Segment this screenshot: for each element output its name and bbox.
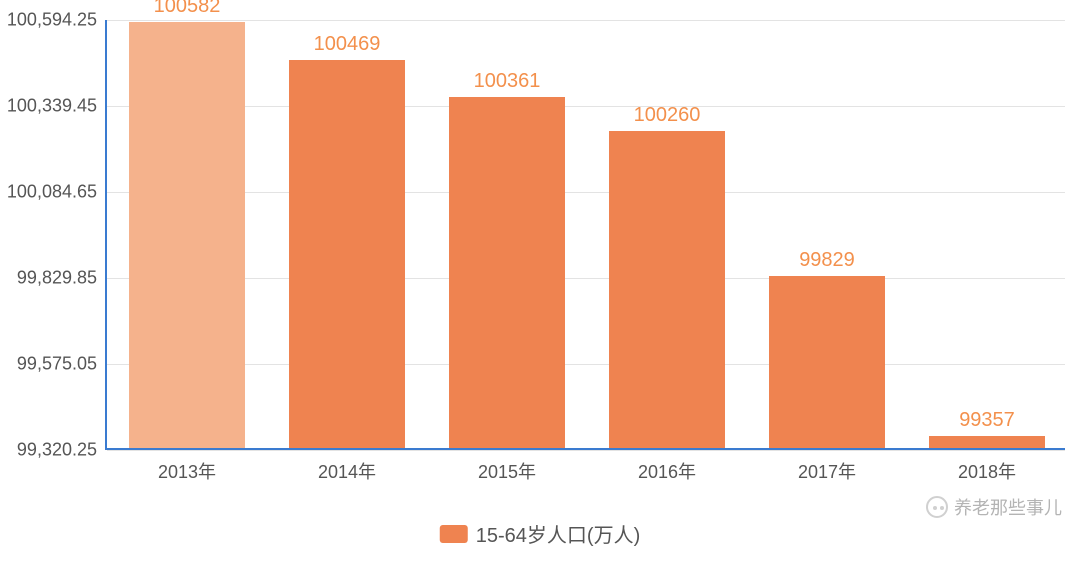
legend-swatch xyxy=(440,525,468,543)
y-tick-label: 100,594.25 xyxy=(7,10,107,31)
x-tick-label: 2016年 xyxy=(638,448,696,484)
wechat-icon xyxy=(926,496,948,518)
bar-value-label: 99357 xyxy=(959,409,1015,432)
bar-value-label: 100582 xyxy=(154,0,221,18)
x-tick-label: 2018年 xyxy=(958,448,1016,484)
gridline xyxy=(107,364,1065,365)
y-tick-label: 99,829.85 xyxy=(17,268,107,289)
bar-value-label: 99829 xyxy=(799,249,855,272)
gridline xyxy=(107,278,1065,279)
y-tick-label: 99,320.25 xyxy=(17,440,107,461)
bar xyxy=(609,131,724,448)
y-tick-label: 100,084.65 xyxy=(7,182,107,203)
gridline xyxy=(107,20,1065,21)
gridline xyxy=(107,450,1065,451)
y-tick-label: 99,575.05 xyxy=(17,354,107,375)
legend-label: 15-64岁人口(万人) xyxy=(476,519,640,548)
watermark: 养老那些事儿 xyxy=(926,494,1062,520)
bar-chart: 99,320.25 99,575.05 99,829.85 100,084.65 100… xyxy=(0,0,1080,562)
x-tick-label: 2013年 xyxy=(158,448,216,484)
bar xyxy=(929,436,1044,448)
x-tick-label: 2014年 xyxy=(318,448,376,484)
bar-value-label: 100469 xyxy=(314,33,381,56)
bar-value-label: 100361 xyxy=(474,70,541,93)
plot-area: 99,320.2599,575.0599,829.85100,084.65100… xyxy=(105,20,1065,450)
gridline xyxy=(107,192,1065,193)
bar xyxy=(769,276,884,448)
y-tick-label: 100,339.45 xyxy=(7,96,107,117)
legend: 15-64岁人口(万人) xyxy=(440,519,640,548)
bar xyxy=(129,22,244,448)
x-tick-label: 2015年 xyxy=(478,448,536,484)
bar xyxy=(449,97,564,448)
watermark-text: 养老那些事儿 xyxy=(954,494,1062,520)
gridline xyxy=(107,106,1065,107)
bar-value-label: 100260 xyxy=(634,104,701,127)
x-tick-label: 2017年 xyxy=(798,448,856,484)
bar xyxy=(289,60,404,448)
